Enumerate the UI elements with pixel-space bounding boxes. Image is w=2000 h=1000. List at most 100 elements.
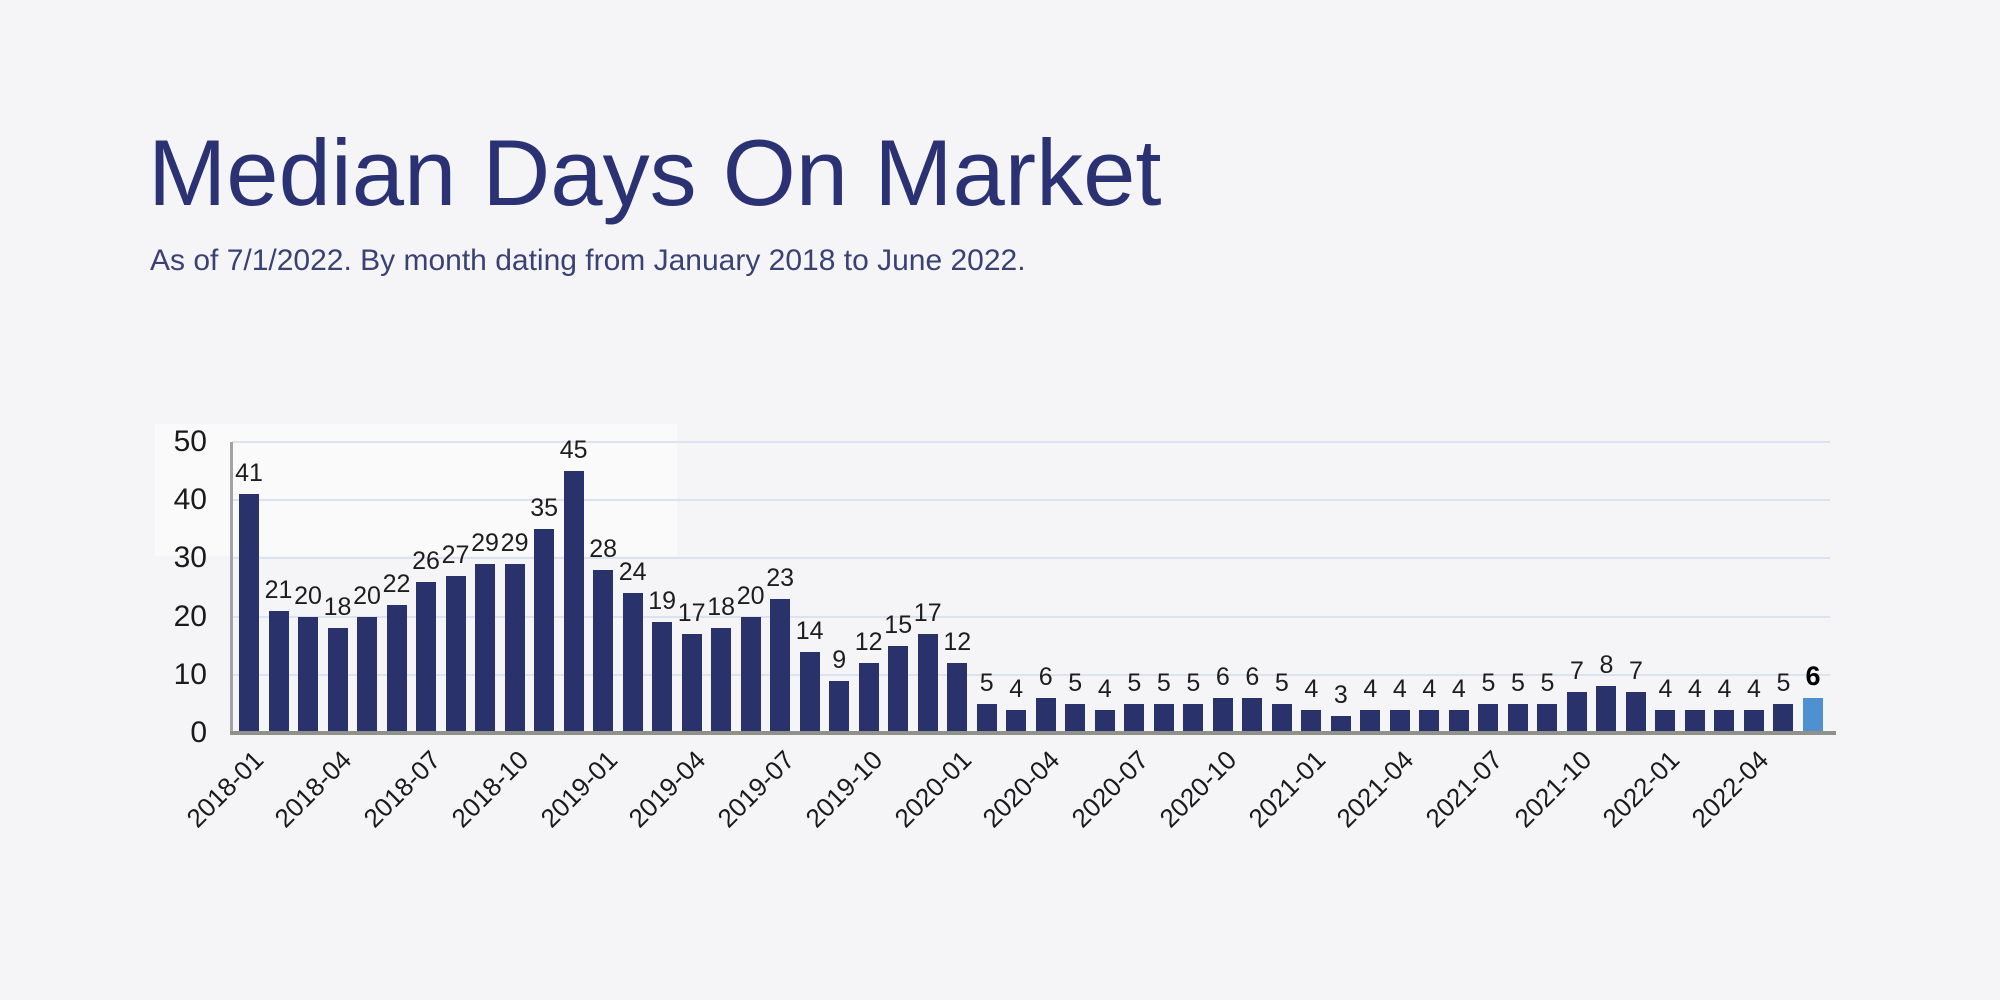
bar (1625, 692, 1646, 733)
bar (1714, 709, 1735, 733)
bar-value-label: 12 (854, 628, 883, 657)
bar (711, 628, 732, 733)
x-tick-label-2020-07: 2020-07 (1065, 744, 1155, 834)
bar (416, 581, 437, 733)
bar-value-label: 35 (530, 494, 558, 523)
x-tick-label-2021-07: 2021-07 (1419, 744, 1509, 834)
bar (740, 616, 761, 733)
bar-value-label: 4 (1097, 674, 1112, 703)
x-tick-label-2021-10: 2021-10 (1508, 744, 1597, 834)
x-tick-label-2018-04: 2018-04 (268, 744, 358, 834)
grid-line-10 (232, 673, 1830, 676)
bar (1655, 709, 1676, 733)
bar-value-label: 18 (323, 593, 352, 622)
bar (1065, 703, 1086, 733)
bar (947, 663, 968, 733)
bar (357, 616, 378, 733)
x-tick-label-2022-04: 2022-04 (1685, 744, 1774, 834)
y-tick-label-40: 40 (173, 483, 207, 517)
x-tick-label-2019-01: 2019-01 (534, 744, 623, 834)
bar-value-label: 28 (589, 535, 618, 564)
bar (1153, 703, 1174, 733)
y-axis-line (230, 442, 233, 735)
bar (445, 575, 466, 733)
bar-value-label: 4 (1717, 674, 1732, 703)
bar (917, 634, 938, 733)
bar (1478, 703, 1499, 733)
bar (976, 703, 997, 733)
bar-value-label: 23 (766, 564, 795, 593)
bar (534, 529, 555, 733)
bar-value-label: 45 (559, 436, 588, 465)
bar (1419, 709, 1440, 733)
bar (858, 663, 879, 733)
bar (622, 593, 643, 733)
bar-value-label: 4 (1747, 674, 1761, 703)
grid-line-40 (232, 499, 1830, 502)
highlighted-bar (1803, 698, 1823, 733)
bar (1507, 703, 1528, 733)
bar-value-label: 3 (1333, 680, 1348, 709)
x-tick-label-2020-10: 2020-10 (1153, 744, 1243, 834)
bar-value-label: 5 (1510, 668, 1525, 697)
bar (888, 645, 909, 733)
bar-value-label: 24 (618, 558, 647, 587)
bar (593, 570, 614, 733)
bar-value-label: 19 (648, 587, 677, 616)
bar-value-label: 5 (1274, 668, 1289, 697)
bar-value-label: 5 (979, 668, 994, 697)
grid-line-50 (232, 441, 1830, 443)
bar-value-label: 29 (500, 529, 529, 558)
bar (1242, 698, 1263, 733)
x-tick-label-2019-07: 2019-07 (711, 744, 800, 834)
bar (829, 680, 850, 733)
bar (268, 610, 289, 733)
bar (1094, 709, 1115, 733)
bar (1183, 703, 1204, 733)
bar-value-label: 4 (1363, 674, 1378, 703)
bar-value-label: 20 (736, 581, 765, 610)
bar-value-label: 22 (382, 569, 411, 598)
bar (298, 616, 319, 733)
chart-subtitle: As of 7/1/2022. By month dating from Jan… (150, 244, 1026, 277)
bar-value-label: 8 (1599, 651, 1614, 680)
bar-value-label: 12 (943, 628, 972, 657)
bar-value-label: 14 (795, 616, 824, 645)
y-tick-label-10: 10 (173, 657, 207, 691)
chart-title: Median Days On Market (148, 120, 1162, 225)
grid-line-20 (232, 615, 1830, 618)
x-tick-label-2019-04: 2019-04 (622, 744, 712, 834)
bar-value-label: 5 (1186, 668, 1201, 697)
x-tick-label-2019-10: 2019-10 (799, 744, 889, 834)
bar (1448, 709, 1469, 733)
bar-value-label: 6 (1245, 663, 1260, 692)
bar-value-label: 26 (412, 546, 440, 575)
bar-value-label: 4 (1304, 674, 1319, 703)
x-tick-label-2018-01: 2018-01 (180, 744, 269, 834)
bar (1124, 703, 1145, 733)
bar (327, 628, 348, 733)
bar (1743, 709, 1764, 733)
bar (504, 564, 525, 733)
bar-value-label: 4 (1392, 674, 1407, 703)
bar-value-label: 9 (832, 645, 847, 674)
bar (475, 564, 496, 733)
bar-value-label: 5 (1776, 668, 1791, 697)
bar (1773, 703, 1794, 733)
bar-value-label: 20 (353, 581, 381, 610)
bar-value-label: 18 (707, 593, 736, 622)
bar (563, 471, 584, 733)
grid-line-30 (232, 557, 1830, 560)
bar-value-label: 21 (264, 575, 293, 604)
bar (652, 622, 673, 733)
x-tick-label-2020-01: 2020-01 (888, 744, 978, 834)
bar-value-label: 6 (1038, 663, 1053, 692)
bar (1271, 703, 1292, 733)
x-tick-label-2020-04: 2020-04 (976, 744, 1066, 834)
y-tick-label-30: 30 (173, 541, 207, 575)
bar (681, 634, 702, 733)
bar-value-label: 5 (1156, 668, 1171, 697)
bar (1330, 715, 1351, 733)
bar (1389, 709, 1410, 733)
